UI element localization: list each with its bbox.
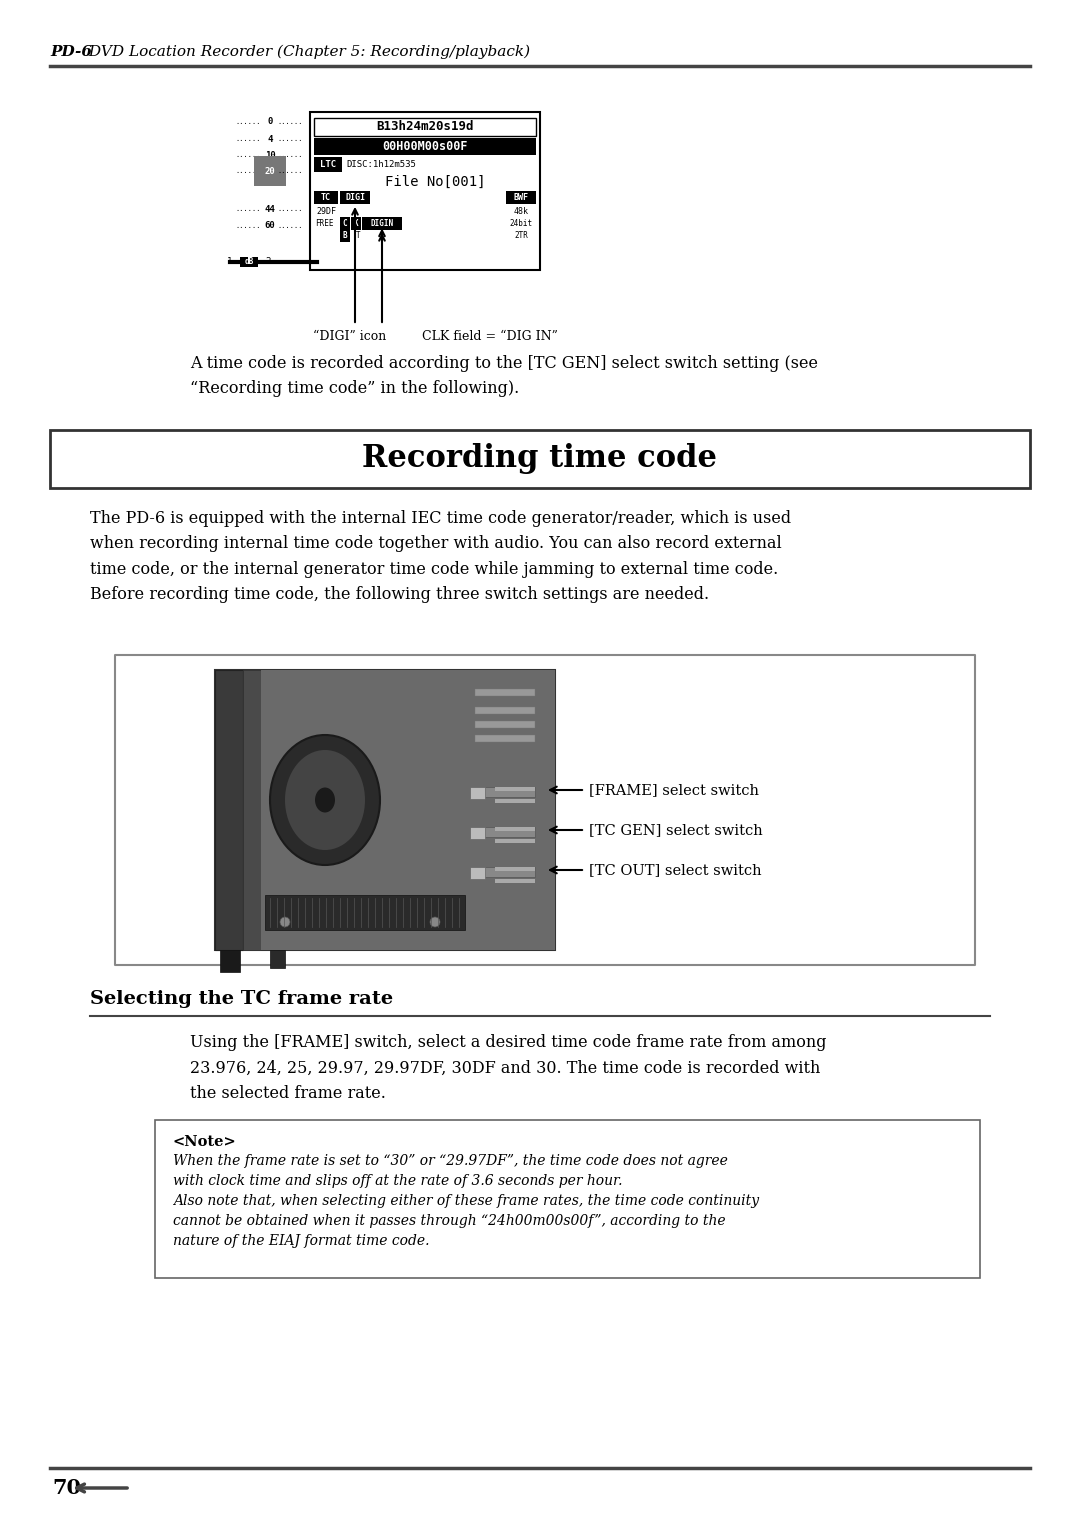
Bar: [314, 191, 338, 205]
Bar: [215, 669, 243, 950]
Text: DIGIN: DIGIN: [370, 219, 393, 228]
Bar: [475, 735, 535, 743]
Bar: [340, 191, 370, 205]
Text: 00H00M00s00F: 00H00M00s00F: [382, 141, 468, 153]
Text: K: K: [353, 219, 359, 228]
Text: 1: 1: [227, 258, 232, 266]
Text: ......: ......: [235, 206, 260, 212]
Ellipse shape: [270, 735, 380, 865]
Text: B: B: [342, 232, 348, 240]
Bar: [475, 689, 535, 695]
Bar: [475, 721, 535, 727]
Text: 24bit: 24bit: [510, 219, 532, 228]
Bar: [314, 138, 536, 154]
Bar: [495, 839, 535, 843]
Text: CLK field = “DIG IN”: CLK field = “DIG IN”: [422, 330, 558, 344]
Bar: [470, 827, 535, 837]
Bar: [50, 429, 1030, 487]
Text: “DIGI” icon: “DIGI” icon: [313, 330, 387, 344]
Text: ......: ......: [235, 151, 260, 157]
Text: 0: 0: [268, 118, 272, 127]
Text: PD-6: PD-6: [50, 44, 92, 60]
Text: C: C: [342, 219, 348, 228]
Text: ......: ......: [278, 119, 302, 125]
Text: 2: 2: [266, 258, 271, 266]
Bar: [351, 217, 361, 231]
Text: ......: ......: [235, 168, 260, 174]
Bar: [240, 257, 258, 267]
Text: Using the [FRAME] switch, select a desired time code frame rate from among
23.97: Using the [FRAME] switch, select a desir…: [190, 1034, 826, 1102]
Text: The PD-6 is equipped with the internal IEC time code generator/reader, which is : The PD-6 is equipped with the internal I…: [90, 510, 792, 604]
Bar: [156, 1120, 980, 1277]
Bar: [475, 707, 535, 714]
Bar: [340, 231, 350, 241]
Text: [TC OUT] select switch: [TC OUT] select switch: [589, 863, 761, 877]
Text: 20: 20: [265, 167, 275, 176]
Bar: [261, 669, 555, 950]
Text: DVD Location Recorder (Chapter 5: Recording/playback): DVD Location Recorder (Chapter 5: Record…: [84, 44, 530, 60]
Text: LTC: LTC: [320, 160, 336, 170]
Text: When the frame rate is set to “30” or “29.97DF”, the time code does not agree
wi: When the frame rate is set to “30” or “2…: [173, 1154, 759, 1248]
Text: ......: ......: [235, 119, 260, 125]
Text: ......: ......: [278, 151, 302, 157]
Text: dB: dB: [244, 258, 254, 266]
Text: T: T: [355, 232, 361, 240]
Text: DISC:1h12m535: DISC:1h12m535: [346, 160, 416, 170]
Bar: [220, 950, 240, 972]
Circle shape: [430, 917, 440, 927]
Text: 2TR: 2TR: [514, 232, 528, 240]
Text: ......: ......: [278, 168, 302, 174]
Text: ......: ......: [278, 206, 302, 212]
Bar: [495, 879, 535, 883]
Text: [FRAME] select switch: [FRAME] select switch: [589, 782, 759, 798]
Bar: [495, 787, 535, 792]
Ellipse shape: [315, 787, 335, 813]
Bar: [310, 112, 540, 270]
Bar: [470, 866, 485, 879]
Text: ......: ......: [235, 223, 260, 229]
Bar: [470, 787, 485, 799]
Bar: [243, 669, 261, 950]
Text: 48k: 48k: [513, 206, 528, 215]
Text: DIGI: DIGI: [345, 193, 365, 202]
Text: ......: ......: [278, 223, 302, 229]
Bar: [314, 118, 536, 136]
Text: ......: ......: [235, 136, 260, 142]
Text: A time code is recorded according to the [TC GEN] select switch setting (see
“Re: A time code is recorded according to the…: [190, 354, 818, 397]
Bar: [215, 669, 555, 950]
Text: 70: 70: [52, 1478, 81, 1497]
Text: File No[001]: File No[001]: [384, 176, 485, 189]
Bar: [470, 866, 535, 877]
Text: 10: 10: [265, 150, 275, 159]
Ellipse shape: [285, 750, 365, 850]
Bar: [470, 827, 485, 839]
Text: ......: ......: [278, 136, 302, 142]
Text: BWF: BWF: [513, 193, 528, 202]
Bar: [270, 950, 285, 969]
Bar: [114, 656, 975, 966]
Text: [TC GEN] select switch: [TC GEN] select switch: [589, 824, 762, 837]
Text: FREE: FREE: [314, 219, 334, 228]
Bar: [265, 895, 465, 931]
Bar: [314, 157, 342, 173]
Text: 4: 4: [268, 134, 272, 144]
Bar: [495, 799, 535, 804]
Bar: [340, 217, 350, 231]
Circle shape: [280, 917, 291, 927]
Text: 44: 44: [265, 205, 275, 214]
Bar: [362, 217, 402, 231]
Bar: [495, 827, 535, 831]
Bar: [495, 866, 535, 871]
Text: <Note>: <Note>: [173, 1135, 237, 1149]
Text: 60: 60: [265, 222, 275, 231]
Text: B13h24m20s19d: B13h24m20s19d: [376, 121, 474, 133]
Text: Selecting the TC frame rate: Selecting the TC frame rate: [90, 990, 393, 1008]
Text: TC: TC: [321, 193, 330, 202]
Text: Recording time code: Recording time code: [363, 443, 717, 475]
Bar: [470, 787, 535, 798]
Text: 29DF: 29DF: [316, 206, 336, 215]
Bar: [507, 191, 536, 205]
